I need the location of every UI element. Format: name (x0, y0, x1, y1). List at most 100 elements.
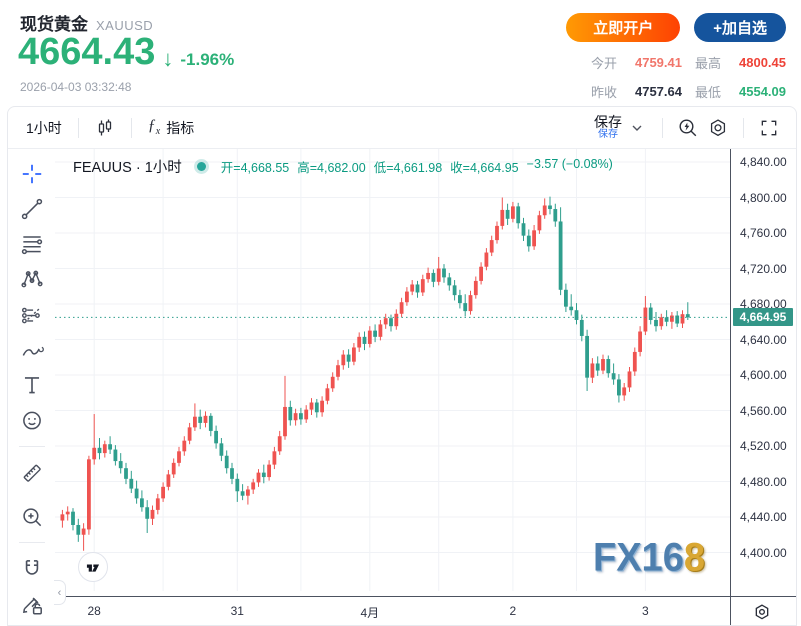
quote-timestamp: 2026-04-03 03:32:48 (20, 80, 132, 94)
tool-emoji[interactable] (17, 406, 47, 435)
stat-value-low: 4554.09 (739, 84, 786, 99)
price-row: 4664.43 ↓ -1.96% (18, 33, 234, 71)
toolbar-separator (743, 117, 744, 138)
chart-legend: FEAUUS · 1小时 开=4,668.55 高=4,682.00 低=4,6… (73, 156, 613, 177)
chart-toolbar: 1小时 ƒx 指标 保存 保存 (8, 107, 796, 149)
candlestick-chart (55, 149, 730, 591)
stat-value-prev-close: 4757.64 (634, 84, 682, 99)
time-tick-label: 2 (509, 604, 517, 618)
tool-text[interactable] (17, 371, 47, 400)
time-tick-label: 4月 (360, 606, 380, 620)
tool-ruler[interactable] (17, 458, 47, 487)
instrument-title: 现货黄金 XAUUSD (20, 10, 153, 35)
zoom-in-icon (22, 508, 41, 527)
toolbar-separator (662, 117, 663, 138)
price-tick-label: 4,680.00 (740, 297, 787, 311)
series-name: FEAUUS · 1小时 (73, 160, 182, 176)
ohlc-low: 低=4,661.98 (373, 161, 443, 175)
tool-brush[interactable] (17, 335, 47, 364)
time-axis[interactable]: 28 31 4月 2 3 (55, 596, 796, 625)
tool-draw-lock[interactable] (17, 590, 47, 619)
tool-magnet[interactable] (17, 554, 47, 583)
brush-icon (22, 346, 44, 356)
open-account-button[interactable]: 立即开户 (566, 13, 681, 42)
axis-settings-icon[interactable] (752, 602, 772, 622)
ruler-icon (23, 464, 41, 482)
ohlc-high: 高=4,682.00 (297, 161, 366, 175)
tool-zoom-in[interactable] (17, 502, 47, 531)
chart-settings-button[interactable] (703, 113, 733, 143)
pencil-lock-icon (22, 597, 42, 615)
series-status-dot (196, 162, 206, 171)
tool-forecast[interactable] (17, 300, 47, 329)
chart-card: 1小时 ƒx 指标 保存 保存 (7, 106, 797, 626)
chart-plot-area[interactable]: FEAUUS · 1小时 开=4,668.55 高=4,682.00 低=4,6… (54, 149, 730, 605)
time-tick-label: 3 (642, 604, 649, 618)
tradingview-logo[interactable] (78, 552, 108, 582)
collapse-drawing-bar-handle[interactable]: ‹ (54, 580, 66, 605)
fullscreen-button[interactable] (754, 113, 784, 143)
add-watchlist-button[interactable]: +加自选 (694, 13, 786, 42)
tools-separator (18, 446, 45, 447)
stat-label-low: 最低 (694, 85, 721, 100)
toolbar-separator (77, 117, 79, 138)
instrument-symbol: XAUUSD (96, 18, 154, 33)
tool-fib-retracement[interactable] (17, 230, 47, 259)
axis-corner-divider (730, 597, 731, 625)
time-tick-label: 31 (230, 604, 244, 618)
price-tick-label: 4,480.00 (740, 474, 787, 489)
text-icon (24, 377, 39, 394)
current-price-badge: 4,664.95 (733, 308, 793, 327)
flash-search-icon (679, 118, 697, 136)
toolbar-separator (130, 117, 132, 138)
tool-crosshair[interactable] (17, 159, 47, 188)
save-layout-button[interactable]: 保存 保存 (594, 113, 622, 140)
chart-style-button[interactable] (89, 114, 121, 142)
ohlc-close: 收=4,664.95 (450, 161, 519, 175)
crosshair-icon (22, 164, 41, 183)
fx168-watermark: FX168 (593, 536, 705, 580)
forecast-icon (21, 307, 40, 324)
price-down-arrow-icon: ↓ (162, 45, 174, 71)
indicators-label: 指标 (166, 119, 195, 136)
stat-label-high: 最高 (694, 56, 721, 71)
price-tick-label: 4,520.00 (740, 439, 787, 453)
price-axis[interactable]: 4,840.00 4,800.00 4,760.00 4,720.00 4,680.00… (730, 149, 796, 596)
grid-layer (55, 149, 730, 591)
chart-region: FEAUUS · 1小时 开=4,668.55 高=4,682.00 低=4,6… (8, 149, 796, 625)
tools-separator (18, 542, 45, 544)
candles-layer (60, 196, 690, 551)
ohlc-values: 开=4,668.55 高=4,682.00 低=4,661.98 收=4,664… (221, 157, 613, 176)
stat-value-open: 4759.41 (634, 55, 682, 70)
instrument-name: 现货黄金 (20, 15, 88, 34)
candles-style-icon (98, 119, 111, 135)
stat-label-open: 今开 (590, 56, 617, 71)
ohlc-open: 开=4,668.55 (220, 161, 290, 175)
ohlc-change: −3.57 (−0.08%) (526, 157, 613, 171)
price-tick-label: 4,440.00 (740, 510, 787, 524)
time-tick-label: 28 (87, 604, 101, 618)
indicators-button[interactable]: ƒx 指标 (142, 113, 200, 141)
drawing-toolbar (8, 149, 55, 625)
trend-line-icon (21, 198, 42, 220)
stat-value-high: 4800.45 (739, 55, 786, 70)
current-price: 4664.43 (18, 31, 156, 73)
quote-header: 现货黄金 XAUUSD 4664.43 ↓ -1.96% 2026-04-03 … (0, 0, 801, 106)
tool-trend-line[interactable] (17, 194, 47, 223)
magnet-icon (25, 560, 38, 575)
quick-search-button[interactable] (673, 113, 703, 143)
save-menu-chevron[interactable] (622, 113, 652, 143)
xabcd-pattern-icon (20, 270, 43, 288)
settings-icon (710, 118, 726, 136)
price-tick-label: 4,600.00 (740, 368, 787, 382)
price-tick-label: 4,800.00 (740, 190, 787, 205)
timeframe-selector[interactable]: 1小时 (26, 119, 62, 136)
price-tick-label: 4,640.00 (740, 332, 787, 347)
price-tick-label: 4,560.00 (740, 403, 787, 418)
chevron-down-icon (632, 125, 642, 131)
price-tick-label: 4,720.00 (740, 261, 787, 276)
tradingview-logo-icon (86, 564, 100, 572)
tool-xabcd-pattern[interactable] (17, 265, 47, 294)
fib-retracement-icon (21, 236, 42, 255)
